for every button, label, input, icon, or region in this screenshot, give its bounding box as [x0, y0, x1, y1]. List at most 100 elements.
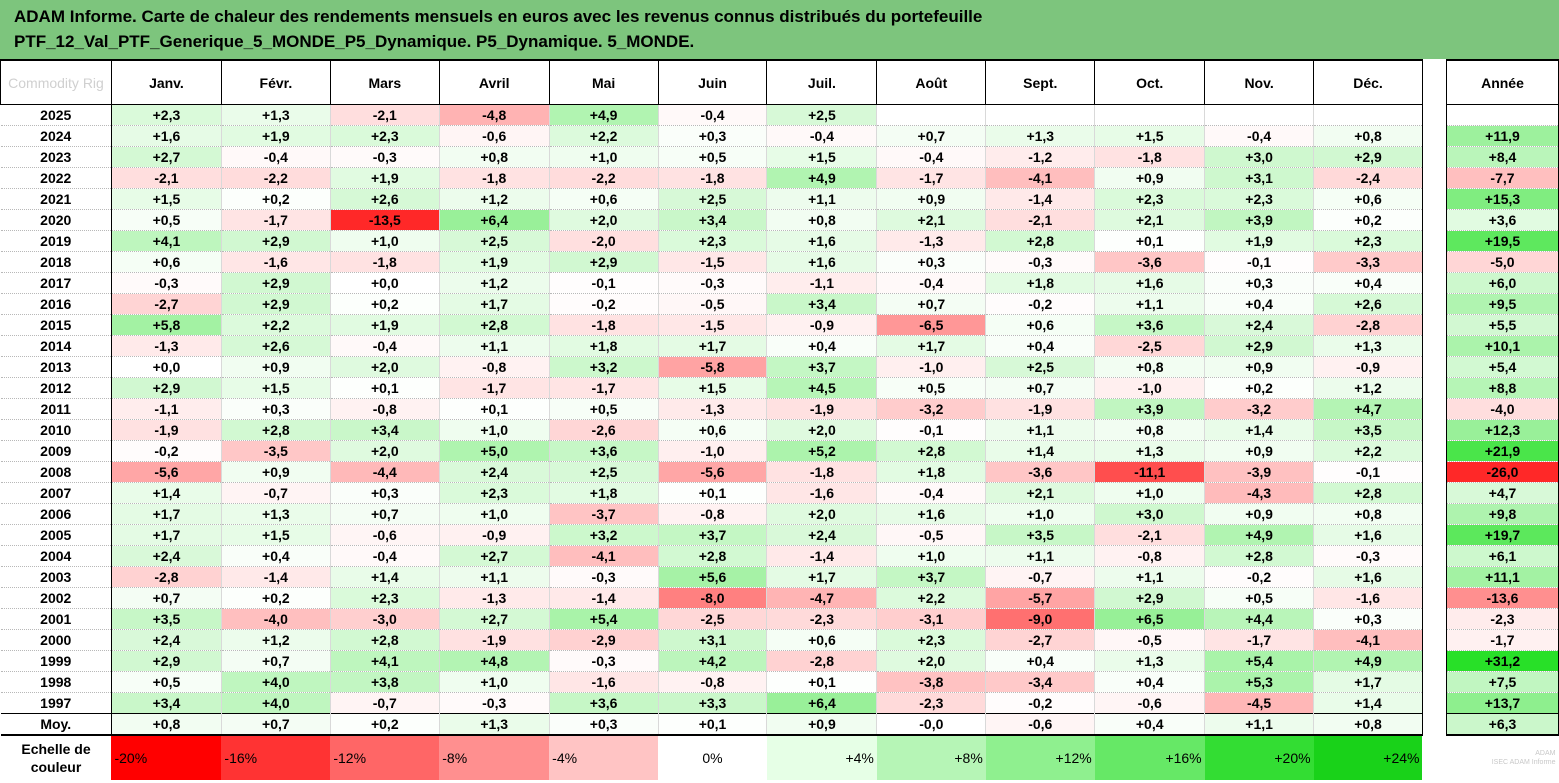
monthly-return-cell: +1,9: [438, 251, 550, 273]
color-scale-row: Echelle de couleur -20% -16% -12% -8% -4% 0% +4%…: [1, 735, 1559, 780]
monthly-return-cell: -1,3: [438, 587, 550, 609]
monthly-return-cell: -0,8: [657, 503, 767, 525]
monthly-return-cell: +1,8: [548, 335, 659, 357]
average-cell: +0,8: [1313, 713, 1423, 736]
monthly-return-cell: +0,9: [220, 461, 331, 483]
monthly-return-cell: +2,0: [329, 440, 440, 462]
monthly-return-cell: +0,3: [876, 251, 986, 273]
year-label: 2025: [0, 104, 112, 126]
monthly-return-cell: +1,9: [329, 314, 440, 336]
monthly-return-cell: -2,7: [985, 629, 1095, 651]
annual-return-cell: +11,9: [1445, 125, 1559, 147]
monthly-return-cell: -0,4: [876, 272, 986, 294]
monthly-return-cell: -2,0: [548, 230, 659, 252]
annual-return-cell: +5,4: [1445, 356, 1559, 378]
year-label: 2000: [0, 629, 112, 651]
column-gap: [1422, 419, 1447, 441]
monthly-return-cell: [1204, 104, 1314, 126]
color-scale-swatch: -8%: [439, 735, 550, 780]
monthly-return-cell: +0,1: [657, 482, 767, 504]
year-label: 2012: [0, 377, 112, 399]
table-row: 2014 -1,3 +2,6 -0,4 +1,1 +1,8 +1,7 +0,4 +1,7 +0,4…: [0, 335, 1559, 357]
monthly-return-cell: +0,1: [329, 377, 440, 399]
scale-label-line1: Echelle de: [21, 741, 91, 757]
monthly-return-cell: -1,3: [657, 398, 767, 420]
monthly-return-cell: +1,6: [1313, 524, 1423, 546]
monthly-return-cell: +0,2: [220, 587, 331, 609]
monthly-return-cell: [985, 104, 1095, 126]
monthly-return-cell: -3,6: [985, 461, 1095, 483]
monthly-return-cell: -0,2: [1204, 566, 1314, 588]
average-cell: +1,3: [438, 713, 550, 736]
monthly-return-cell: -11,1: [1094, 461, 1205, 483]
monthly-return-cell: -1,5: [657, 251, 767, 273]
monthly-return-cell: +0,0: [110, 356, 222, 378]
monthly-return-cell: +0,4: [1313, 272, 1423, 294]
monthly-return-cell: +1,3: [1094, 650, 1205, 672]
monthly-return-cell: +2,0: [766, 503, 877, 525]
monthly-return-cell: -0,4: [766, 125, 877, 147]
annual-return-cell: -2,3: [1445, 608, 1559, 630]
column-gap: [1422, 104, 1447, 126]
monthly-return-cell: +3,0: [1094, 503, 1205, 525]
annual-return-cell: -4,0: [1445, 398, 1559, 420]
monthly-return-cell: +0,8: [438, 146, 550, 168]
annual-return-cell: +10,1: [1445, 335, 1559, 357]
monthly-return-cell: -2,7: [110, 293, 222, 315]
monthly-return-cell: [876, 104, 986, 126]
monthly-return-cell: +2,8: [438, 314, 550, 336]
monthly-return-cell: -2,5: [657, 608, 767, 630]
monthly-return-cell: -1,7: [876, 167, 986, 189]
table-row: 2021 +1,5 +0,2 +2,6 +1,2 +0,6 +2,5 +1,1 +0,9 -1,4…: [0, 188, 1559, 210]
monthly-return-cell: +2,2: [876, 587, 986, 609]
monthly-return-cell: -2,9: [548, 629, 659, 651]
monthly-return-cell: -1,0: [657, 440, 767, 462]
monthly-return-cell: +1,5: [1094, 125, 1205, 147]
color-scale-swatch: -4%: [549, 735, 659, 780]
monthly-return-cell: +1,4: [1313, 692, 1423, 714]
column-gap: [1422, 146, 1447, 168]
monthly-return-cell: +0,2: [1313, 209, 1423, 231]
color-scale-swatch: +24%: [1313, 735, 1423, 780]
month-header: Déc.: [1313, 59, 1423, 105]
monthly-return-cell: +2,9: [1094, 587, 1205, 609]
monthly-return-cell: +0,8: [1313, 125, 1423, 147]
column-gap: [1422, 566, 1447, 588]
monthly-return-cell: -2,3: [876, 692, 986, 714]
monthly-return-cell: -1,1: [766, 272, 877, 294]
monthly-return-cell: +1,6: [1094, 272, 1205, 294]
table-row: 2024 +1,6 +1,9 +2,3 -0,6 +2,2 +0,3 -0,4 +0,7 +1,3…: [0, 125, 1559, 147]
year-label: 2016: [0, 293, 112, 315]
month-header: Févr.: [220, 59, 331, 105]
watermark-line1: ADAM: [1535, 750, 1556, 757]
monthly-return-cell: -0,6: [438, 125, 550, 147]
month-header: Juil.: [766, 59, 877, 105]
annual-return-cell: +5,5: [1445, 314, 1559, 336]
average-cell: +1,1: [1204, 713, 1314, 736]
monthly-return-cell: +2,8: [1313, 482, 1423, 504]
monthly-return-cell: -1,8: [1094, 146, 1205, 168]
monthly-return-cell: +1,3: [1313, 335, 1423, 357]
year-total-header: Année: [1445, 59, 1559, 105]
annual-return-cell: +13,7: [1445, 692, 1559, 714]
monthly-return-cell: -2,2: [548, 167, 659, 189]
year-label: 2006: [0, 503, 112, 525]
annual-return-cell: +19,5: [1445, 230, 1559, 252]
column-gap: [1422, 167, 1447, 189]
monthly-return-cell: +4,2: [657, 650, 767, 672]
monthly-return-cell: +0,9: [1204, 356, 1314, 378]
column-gap: [1422, 713, 1447, 735]
year-label: 2020: [0, 209, 112, 231]
annual-return-cell: +21,9: [1445, 440, 1559, 462]
monthly-return-cell: -0,2: [548, 293, 659, 315]
annual-return-cell: +9,8: [1445, 503, 1559, 525]
monthly-return-cell: +5,0: [438, 440, 550, 462]
table-row: 2007 +1,4 -0,7 +0,3 +2,3 +1,8 +0,1 -1,6 -0,4 +2,1…: [0, 482, 1559, 504]
monthly-return-cell: +1,3: [985, 125, 1095, 147]
monthly-return-cell: +3,7: [876, 566, 986, 588]
annual-return-cell: +12,3: [1445, 419, 1559, 441]
year-label: 2019: [0, 230, 112, 252]
monthly-return-cell: -5,7: [985, 587, 1095, 609]
monthly-return-cell: +2,7: [438, 608, 550, 630]
monthly-return-cell: +0,8: [766, 209, 877, 231]
